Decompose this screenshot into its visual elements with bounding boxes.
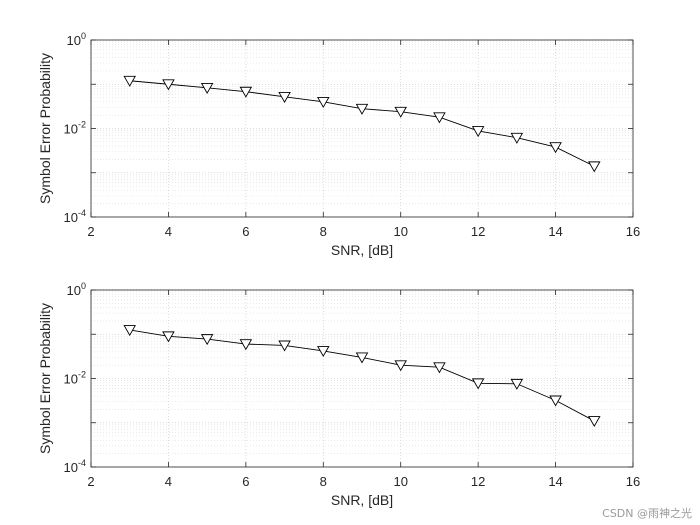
y-tick-label: 10-4 bbox=[64, 458, 86, 475]
data-point bbox=[394, 360, 407, 372]
data-point bbox=[471, 378, 485, 390]
data-point bbox=[394, 106, 407, 118]
y-tick-label: 100 bbox=[67, 31, 86, 48]
x-tick-label: 6 bbox=[242, 224, 249, 239]
x-tick-label: 8 bbox=[320, 224, 327, 239]
data-point bbox=[239, 86, 253, 98]
x-tick-label: 10 bbox=[393, 474, 407, 489]
data-point bbox=[239, 339, 253, 351]
y-axis-label: Symbol Error Probability bbox=[37, 303, 53, 454]
data-point bbox=[162, 79, 175, 91]
data-point bbox=[549, 395, 562, 407]
data-point bbox=[588, 161, 601, 173]
data-point bbox=[510, 378, 524, 390]
subplot-top: 2 4 6 8 10 12 14 16 100 10-2 10-4 SNR, [dB] Symbol E… bbox=[37, 31, 640, 258]
x-tick-label: 2 bbox=[87, 224, 94, 239]
x-tick-label: 4 bbox=[165, 224, 172, 239]
data-point bbox=[355, 103, 369, 115]
data-point bbox=[278, 91, 291, 103]
y-tick-label: 10-4 bbox=[64, 208, 86, 225]
x-tick-label: 4 bbox=[165, 474, 172, 489]
data-point bbox=[510, 132, 524, 144]
x-tick-label: 6 bbox=[242, 474, 249, 489]
x-tick-label: 14 bbox=[548, 224, 562, 239]
data-point bbox=[278, 340, 291, 352]
data-point bbox=[200, 334, 214, 346]
data-point bbox=[471, 126, 485, 138]
x-tick-label: 12 bbox=[471, 474, 485, 489]
data-point bbox=[355, 352, 369, 364]
x-tick-label: 2 bbox=[87, 474, 94, 489]
data-point bbox=[433, 362, 446, 374]
y-tick-label: 100 bbox=[67, 281, 86, 298]
subplot-bottom: 2 4 6 8 10 12 14 16 100 10-2 10-4 SNR, [dB] Symbol E… bbox=[37, 281, 640, 508]
x-axis-label: SNR, [dB] bbox=[331, 492, 393, 508]
data-point bbox=[200, 82, 214, 94]
data-point bbox=[317, 346, 330, 358]
x-tick-label: 8 bbox=[320, 474, 327, 489]
data-point bbox=[162, 331, 175, 343]
data-point bbox=[549, 142, 562, 154]
watermark: CSDN @雨神之光 bbox=[602, 507, 692, 520]
x-tick-label: 16 bbox=[626, 474, 640, 489]
x-tick-label: 16 bbox=[626, 224, 640, 239]
data-point bbox=[588, 416, 601, 428]
x-tick-label: 10 bbox=[393, 224, 407, 239]
x-tick-label: 12 bbox=[471, 224, 485, 239]
x-axis-label: SNR, [dB] bbox=[331, 242, 393, 258]
y-axis-label: Symbol Error Probability bbox=[37, 53, 53, 204]
y-tick-label: 10-2 bbox=[64, 370, 86, 387]
y-tick-label: 10-2 bbox=[64, 120, 86, 137]
data-point bbox=[317, 97, 330, 108]
data-point bbox=[123, 75, 136, 87]
x-tick-label: 14 bbox=[548, 474, 562, 489]
data-point bbox=[123, 325, 136, 337]
data-point bbox=[433, 112, 446, 124]
